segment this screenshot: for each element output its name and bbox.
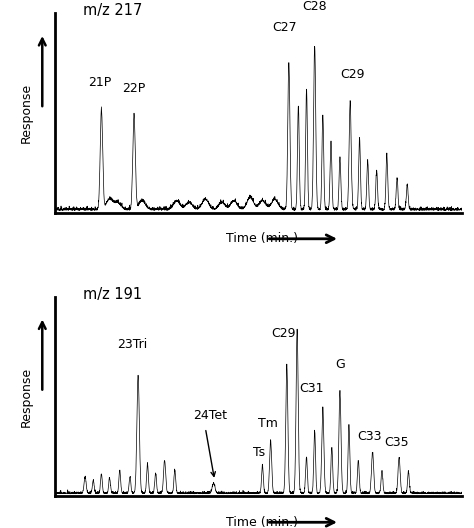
Text: C28: C28: [302, 0, 327, 13]
Text: C31: C31: [299, 382, 324, 394]
Text: G: G: [335, 358, 345, 371]
Text: Time (min.): Time (min.): [226, 516, 298, 528]
Text: C29: C29: [271, 327, 296, 340]
Text: 24Tet: 24Tet: [193, 409, 227, 422]
Text: C29: C29: [340, 68, 365, 81]
Text: 21P: 21P: [88, 76, 111, 89]
Text: 22P: 22P: [122, 82, 146, 96]
Text: 23Tri: 23Tri: [117, 338, 147, 352]
Text: m/z 217: m/z 217: [83, 3, 142, 18]
Text: C33: C33: [357, 430, 382, 444]
Text: Tm: Tm: [258, 417, 278, 430]
Text: Response: Response: [19, 83, 33, 143]
Text: Response: Response: [19, 366, 33, 427]
Text: m/z 191: m/z 191: [83, 287, 142, 301]
Text: Time (min.): Time (min.): [226, 232, 298, 246]
Text: C27: C27: [273, 21, 297, 34]
Text: C35: C35: [384, 436, 409, 449]
Text: Ts: Ts: [253, 446, 265, 459]
